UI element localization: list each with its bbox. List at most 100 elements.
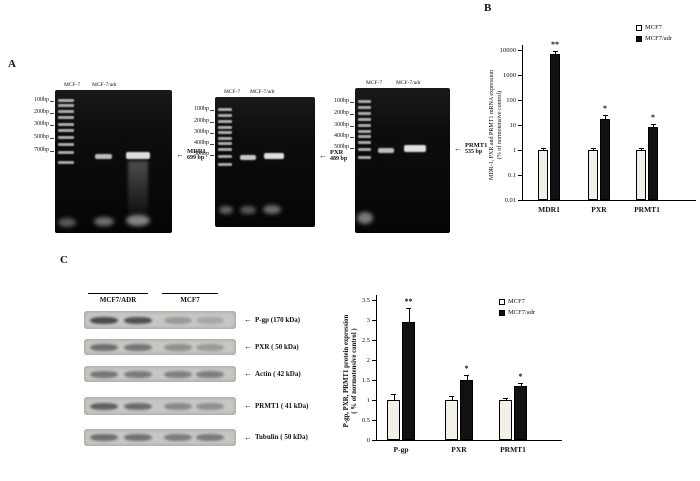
left-arrow-icon: ← [244, 432, 252, 442]
gel-ladder-label: 300bp [34, 121, 49, 127]
gel-ladder-band [358, 112, 371, 115]
blot-band [124, 316, 152, 324]
gel-sample-band [378, 147, 394, 153]
gel-annotation-text: MDR1 699 bp [187, 148, 206, 162]
chart-mrna-errorbar-cap [540, 148, 546, 150]
panel-a-label: A [8, 58, 16, 70]
blot-strip [84, 397, 236, 415]
chart-mrna-xtick-label: PXR [591, 205, 607, 214]
blot-strip [84, 311, 236, 329]
gel-ladder-band [358, 100, 371, 103]
gel-ladder-label: 500bp [194, 151, 209, 157]
blot-band [164, 402, 192, 410]
blot-row-label: P-gp (170 kDa) [255, 315, 301, 324]
blot-row-label: Actin ( 42 kDa) [255, 369, 301, 378]
chart-protein-bar [445, 400, 458, 440]
blot-band [90, 434, 118, 441]
chart-protein-errorbar-line [408, 308, 410, 322]
gel-ladder-dash [210, 133, 214, 134]
panel-b-label: B [484, 2, 492, 14]
chart-mrna-xtick-label: PRMT1 [634, 205, 660, 214]
blot-strip [84, 339, 236, 355]
chart-mrna-significance: * [603, 104, 607, 114]
gel-annotation-text: PXR 489 bp [330, 149, 347, 163]
blot-band [90, 316, 118, 324]
chart-protein-ytick-label: 3 [366, 316, 370, 324]
chart-protein-y-axis-title: P-gp, PXR, PRMT1 protein expression( % o… [343, 292, 361, 450]
gel-lane-label: MCF-7/adr [250, 89, 275, 95]
gel-ladder-band [218, 148, 232, 151]
gel-ladder-dash [50, 125, 54, 126]
gel-ladder-dash [210, 110, 214, 111]
chart-mrna-xtick-label: MDR1 [538, 205, 560, 214]
gel-ladder-band [218, 108, 232, 111]
gel-annotation-size: 699 bp [187, 155, 205, 161]
blot-group-label: MCF7 [180, 296, 200, 304]
gel-ladder-band [358, 141, 371, 144]
gel-ladder-label: 700bp [34, 147, 49, 153]
gel-ladder-dash [50, 113, 54, 114]
gel-ladder-dash [350, 126, 354, 127]
gel-ladder-label: 200bp [194, 118, 209, 124]
chart-protein-ytick-mark [372, 420, 376, 421]
chart-protein-ytick-mark [372, 320, 376, 321]
blot-band [196, 402, 224, 410]
gel-ladder-band [358, 148, 371, 151]
chart-mrna-ytick-label: 0.01 [504, 196, 516, 204]
chart-protein-errorbar-line [466, 375, 468, 380]
chart-mrna-errorbar-cap [650, 123, 656, 125]
chart-mrna-legend-label: MCF7 [645, 23, 662, 31]
chart-protein-bar [402, 322, 415, 440]
chart-mrna-errorbar-line [555, 51, 556, 54]
chart-mrna-ytick-label: 10 [509, 121, 517, 129]
chart-mrna-ytick-label: 10000 [499, 46, 516, 54]
blot-band [196, 316, 224, 324]
gel-ladder-band [58, 136, 74, 139]
gel-ladder-label: 400bp [334, 133, 349, 139]
gel-lane-label: MCF-7 [64, 82, 81, 88]
chart-mrna-legend-label: MCF7/adr [645, 34, 673, 42]
chart-protein-ytick-label: 1.5 [361, 376, 370, 384]
gel-ladder-band [358, 106, 371, 109]
gel-ladder-band [58, 104, 74, 107]
gel-ladder-band [58, 129, 74, 132]
gel-ladder-band [358, 156, 371, 159]
gel-band-annotation: ← PXR 489 bp [319, 149, 347, 163]
left-arrow-icon: ← [244, 315, 252, 324]
chart-mrna-ytick-mark [518, 100, 522, 101]
gel-ladder-band [218, 120, 232, 123]
blot-group-line [162, 293, 218, 294]
gel-dye-front [357, 212, 373, 224]
left-arrow-icon: ← [244, 401, 252, 410]
chart-mrna-significance: * [651, 112, 655, 122]
gel-sample-band [404, 144, 426, 152]
chart-protein-ytick-mark [372, 300, 376, 301]
left-arrow-icon: ← [244, 369, 252, 378]
blot-row-label: Tubulin ( 50 kDa) [255, 433, 308, 441]
gel-ladder-label: 500bp [34, 134, 49, 140]
gel-ladder-dash [350, 148, 354, 149]
chart-mrna-bar [550, 53, 560, 200]
gel-annotation-size: 535 bp [465, 149, 483, 155]
gel-ladder-dash [210, 122, 214, 123]
blot-row-annotation: ← PXR ( 50 kDa) [244, 342, 299, 351]
chart-protein-errorbar-line [505, 398, 507, 400]
left-arrow-icon: ← [244, 342, 252, 351]
gel-lane-label: MCF-7/adr [92, 82, 117, 88]
chart-mrna-ytick-label: 100 [506, 96, 516, 104]
gel-sample-band [95, 153, 112, 159]
gel-dye-front [94, 217, 114, 226]
gel-image [55, 90, 172, 233]
gel-ladder-dash [210, 144, 214, 145]
left-arrow-icon: ← [319, 151, 327, 160]
gel-ladder-band [218, 137, 232, 140]
chart-protein-bar [514, 386, 527, 440]
blot-strip [84, 366, 236, 382]
chart-mrna-ytick-mark [518, 150, 522, 151]
gel-annotation-text: PRMT1 535 bp [465, 142, 487, 156]
blot-band [164, 316, 192, 324]
chart-protein-significance: * [464, 364, 469, 374]
gel-dye-front [126, 215, 150, 226]
gel-annotation-name: PXR [330, 149, 344, 156]
